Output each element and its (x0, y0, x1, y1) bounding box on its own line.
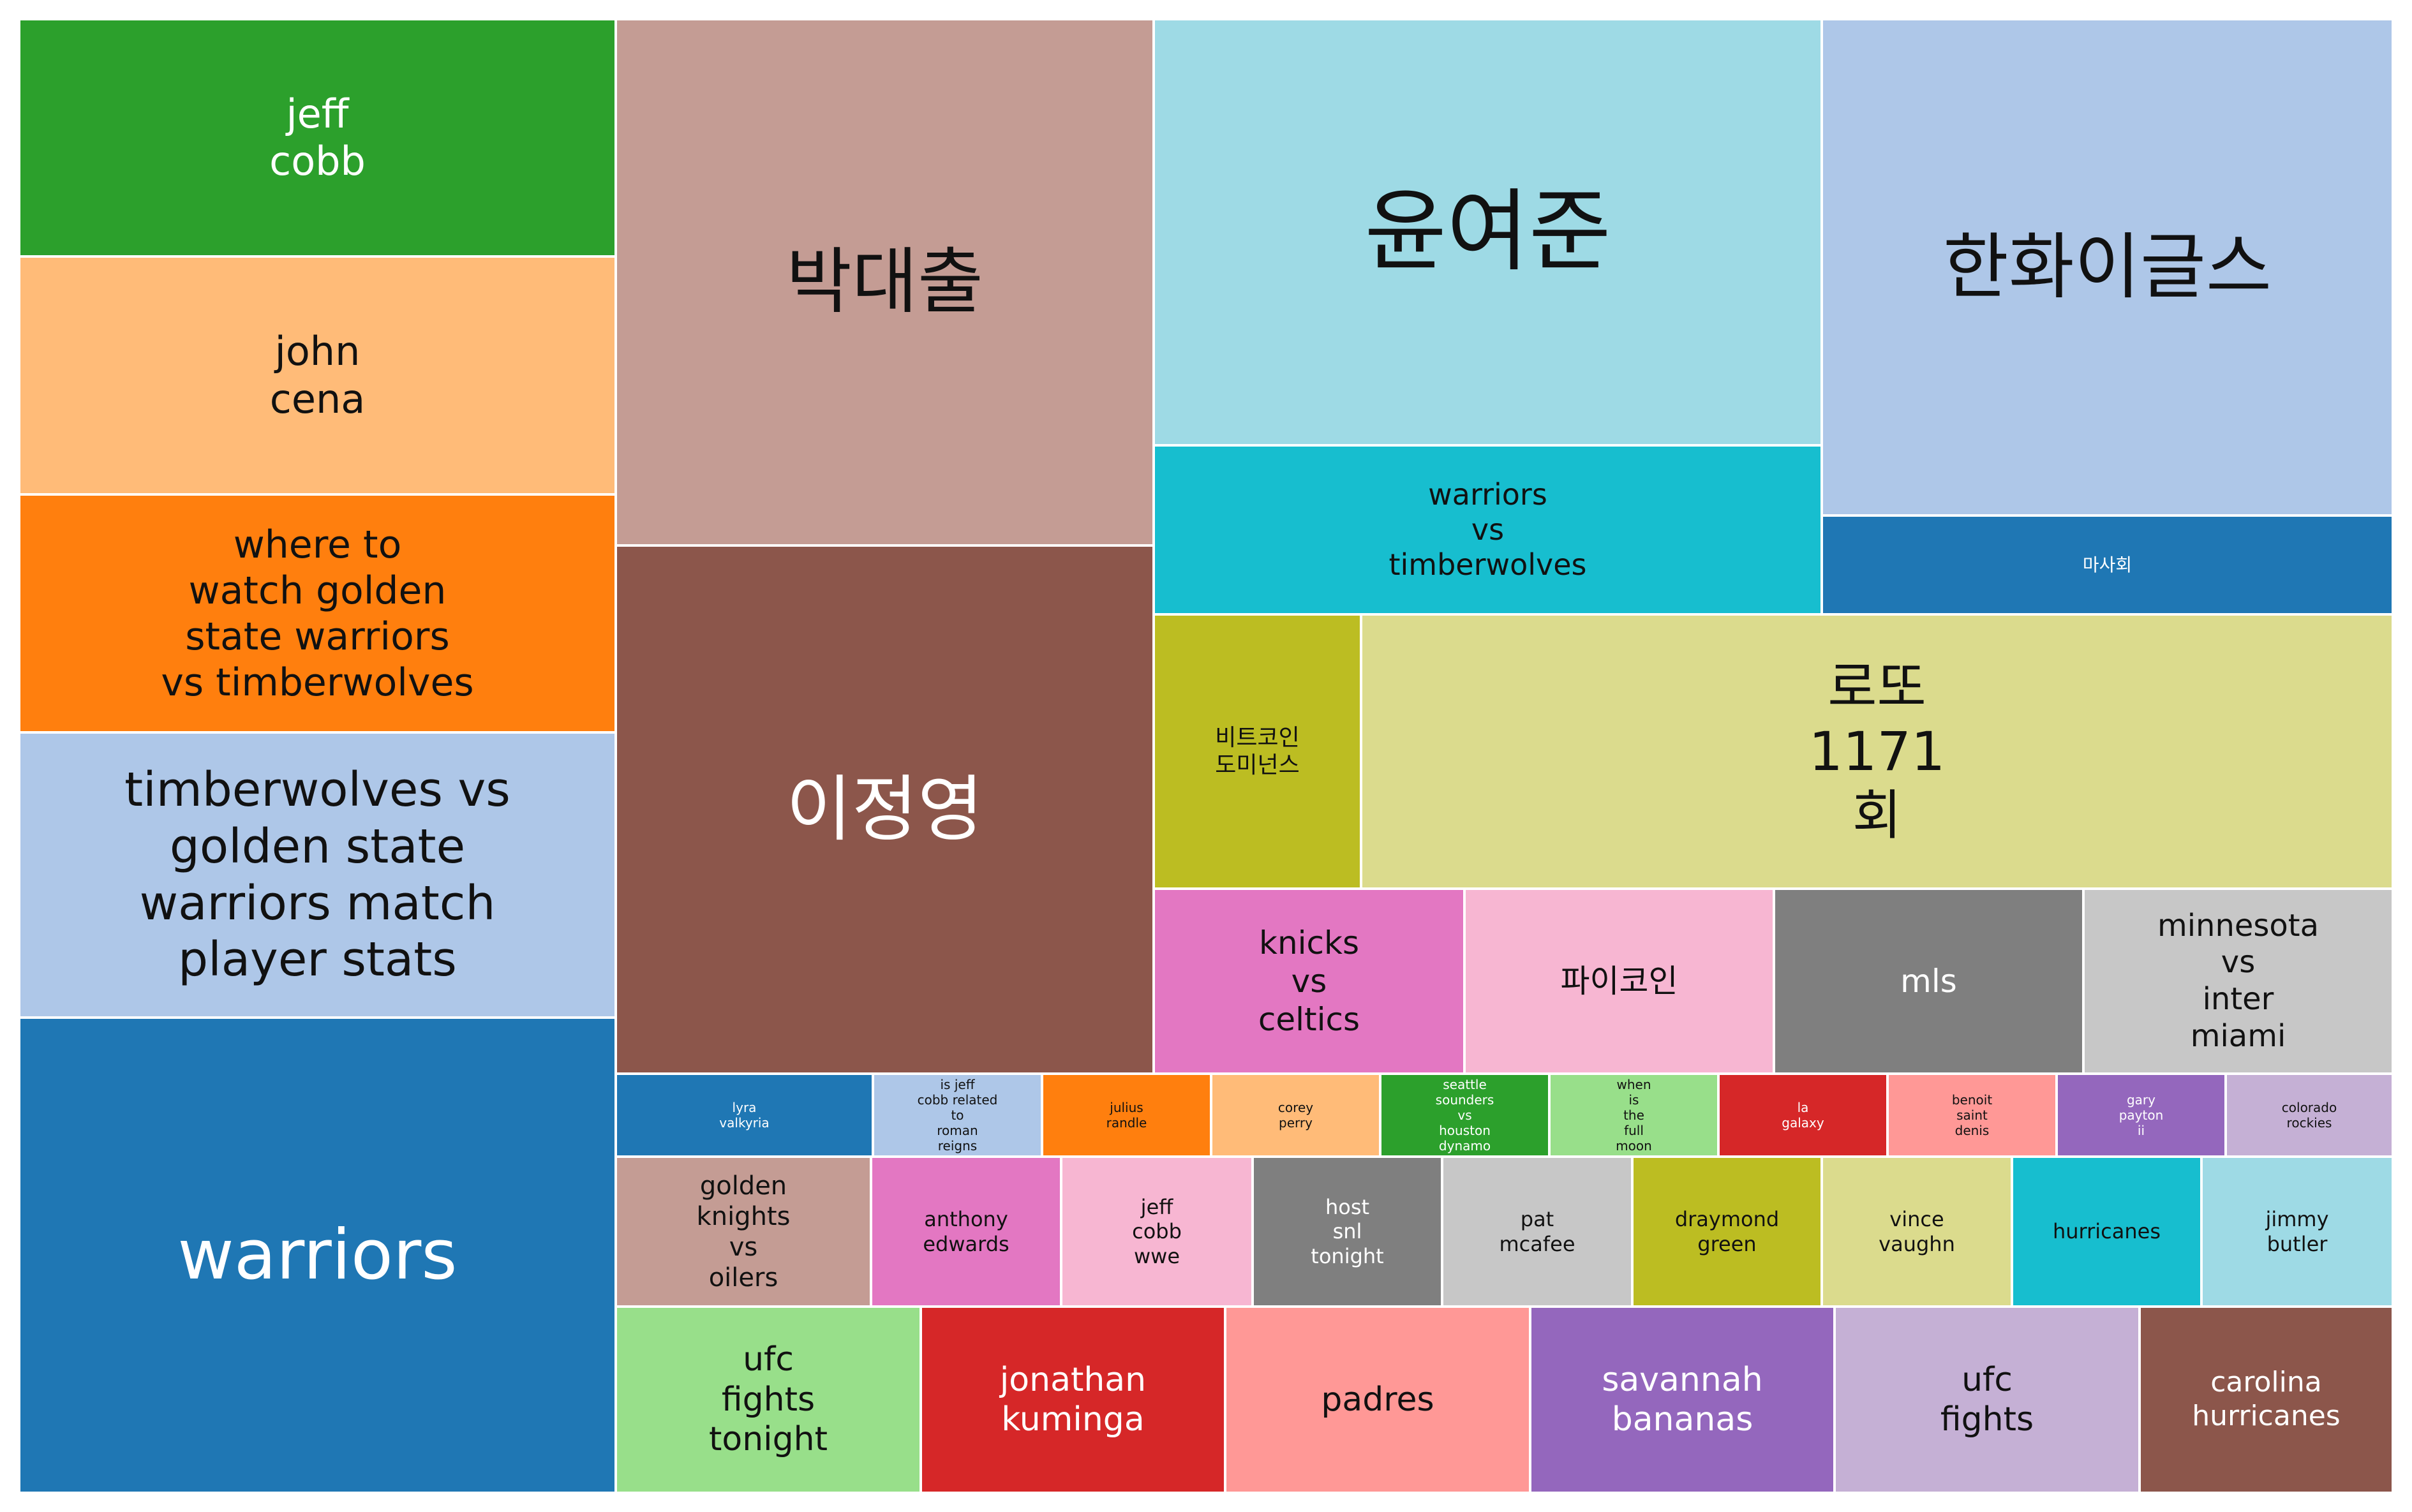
treemap-tile: john cena (19, 256, 616, 494)
treemap-tile: where to watch golden state warriors vs tim… (19, 494, 616, 732)
treemap-tile-label: benoit saint denis (1951, 1092, 1993, 1138)
treemap-tile: colorado rockies (2226, 1074, 2393, 1157)
treemap-tile-label: gary payton ii (2118, 1092, 2164, 1138)
treemap-tile: warriors (19, 1018, 616, 1493)
treemap-tile: anthony edwards (871, 1157, 1061, 1307)
treemap-tile-label: jeff cobb wwe (1132, 1194, 1182, 1268)
treemap-tile-label: ufc fights (1940, 1360, 2034, 1439)
treemap-tile-label: timberwolves vs golden state warriors matc… (124, 762, 510, 988)
treemap-tile: savannah bananas (1530, 1307, 1835, 1493)
treemap-tile: host snl tonight (1253, 1157, 1442, 1307)
treemap-tile: 윤여준 (1154, 19, 1822, 445)
treemap-tile: gary payton ii (2057, 1074, 2226, 1157)
treemap-tile-label: where to watch golden state warriors vs tim… (161, 522, 474, 705)
treemap-tile-label: 비트코인 도미넌스 (1215, 724, 1300, 778)
treemap-tile: timberwolves vs golden state warriors matc… (19, 732, 616, 1018)
treemap-tile-label: carolina hurricanes (2192, 1366, 2341, 1432)
treemap-tile: pat mcafee (1442, 1157, 1632, 1307)
treemap-tile-label: jeff cobb (269, 90, 366, 184)
treemap-tile: 마사회 (1822, 515, 2393, 614)
treemap-tile: 로또 1171 회 (1361, 614, 2393, 889)
treemap-tile-label: ufc fights tonight (709, 1340, 828, 1459)
treemap-tile: lyra valkyria (616, 1074, 873, 1157)
treemap-tile-label: seattle sounders vs houston dynamo (1435, 1077, 1494, 1153)
treemap-tile: carolina hurricanes (2140, 1307, 2393, 1493)
treemap-tile-label: 이정영 (785, 767, 984, 851)
treemap-tile: ufc fights tonight (616, 1307, 921, 1493)
treemap-tile: jonathan kuminga (921, 1307, 1225, 1493)
treemap-tile-label: host snl tonight (1311, 1194, 1384, 1268)
treemap-tile: hurricanes (2012, 1157, 2201, 1307)
treemap-tile: julius randle (1042, 1074, 1211, 1157)
treemap-tile-label: la galaxy (1782, 1100, 1824, 1130)
treemap-tile-label: minnesota vs inter miami (2157, 907, 2319, 1054)
treemap-tile: draymond green (1632, 1157, 1822, 1307)
treemap-tile: jeff cobb wwe (1061, 1157, 1253, 1307)
treemap-tile-label: hurricanes (2052, 1219, 2161, 1244)
treemap-tile-label: corey perry (1277, 1100, 1314, 1130)
treemap-tile-label: golden knights vs oilers (696, 1171, 791, 1293)
treemap-tile-label: lyra valkyria (719, 1100, 770, 1130)
treemap-tile-label: 한화이글스 (1942, 225, 2272, 309)
treemap-tile-label: john cena (269, 328, 366, 422)
treemap-tile-label: is jeff cobb related to roman reigns (917, 1077, 998, 1153)
treemap-tile: knicks vs celtics (1154, 889, 1464, 1074)
treemap-tile: 비트코인 도미넌스 (1154, 614, 1361, 889)
treemap-tile-label: 마사회 (2082, 554, 2133, 575)
treemap-tile-label: julius randle (1106, 1100, 1147, 1130)
treemap-tile-label: pat mcafee (1499, 1207, 1575, 1256)
treemap-tile: jeff cobb (19, 19, 616, 256)
treemap-tile-label: jonathan kuminga (999, 1360, 1147, 1439)
treemap-tile-label: knicks vs celtics (1258, 924, 1360, 1038)
treemap-tile: la galaxy (1718, 1074, 1887, 1157)
treemap-tile-label: 박대출 (785, 241, 984, 324)
treemap-tile: 파이코인 (1464, 889, 1774, 1074)
treemap-tile-label: warriors (177, 1215, 458, 1295)
treemap-tile: warriors vs timberwolves (1154, 445, 1822, 614)
treemap-tile-label: padres (1321, 1380, 1434, 1419)
treemap-tile-label: when is the full moon (1616, 1077, 1652, 1153)
treemap-tile: vince vaughn (1822, 1157, 2012, 1307)
treemap-tile-label: 파이코인 (1560, 963, 1678, 1000)
treemap-tile: ufc fights (1835, 1307, 2140, 1493)
treemap-tile-label: 로또 1171 회 (1808, 655, 1946, 847)
treemap-tile-label: savannah bananas (1602, 1360, 1763, 1439)
treemap-tile: seattle sounders vs houston dynamo (1380, 1074, 1549, 1157)
treemap-tile-label: mls (1900, 963, 1957, 1000)
treemap-tile-label: warriors vs timberwolves (1388, 477, 1587, 582)
treemap-tile-label: jimmy butler (2265, 1207, 2329, 1256)
treemap-tile: golden knights vs oilers (616, 1157, 871, 1307)
treemap-tile: 박대출 (616, 19, 1154, 545)
treemap-tile: minnesota vs inter miami (2083, 889, 2393, 1074)
treemap-tile-label: 윤여준 (1364, 180, 1611, 284)
treemap-tile-label: draymond green (1674, 1207, 1780, 1256)
treemap-tile: padres (1225, 1307, 1530, 1493)
treemap-tile: 이정영 (616, 545, 1154, 1074)
treemap-tile: corey perry (1211, 1074, 1380, 1157)
treemap-tile-label: colorado rockies (2281, 1100, 2337, 1130)
treemap-tile: is jeff cobb related to roman reigns (873, 1074, 1042, 1157)
treemap-tile: when is the full moon (1549, 1074, 1718, 1157)
treemap-tile-label: anthony edwards (923, 1207, 1009, 1256)
treemap-tile: jimmy butler (2201, 1157, 2393, 1307)
treemap-tile: 한화이글스 (1822, 19, 2393, 515)
treemap-tile-label: vince vaughn (1879, 1207, 1955, 1256)
treemap-tile: benoit saint denis (1887, 1074, 2057, 1157)
treemap-tile: mls (1774, 889, 2083, 1074)
